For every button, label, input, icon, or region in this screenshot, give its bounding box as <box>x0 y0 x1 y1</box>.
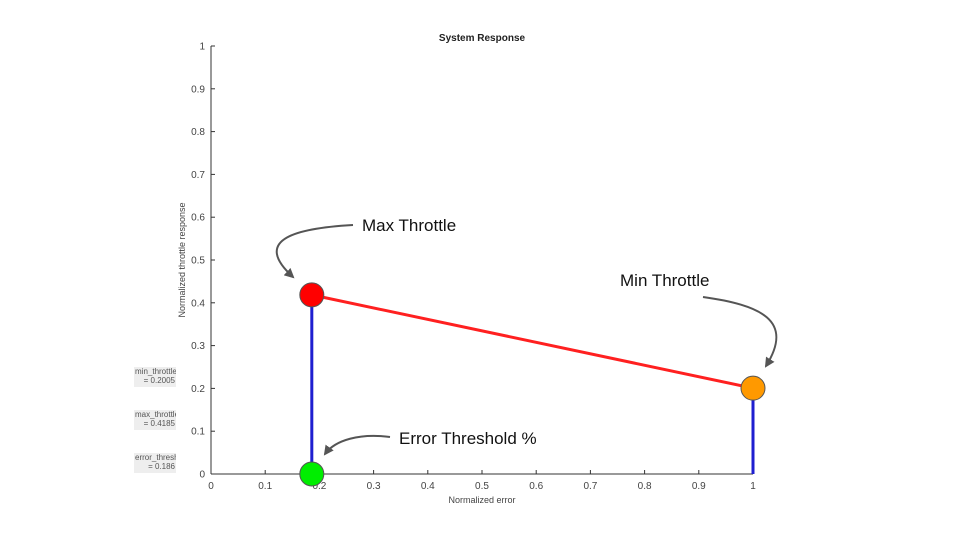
x-tick-label: 1 <box>750 481 756 492</box>
x-tick-label: 0.2 <box>312 481 326 492</box>
annotations: Max Throttle Min Throttle Error Threshol… <box>275 216 778 456</box>
y-tick-label: 1 <box>199 42 205 53</box>
x-tick-label: 0.1 <box>258 481 272 492</box>
error-threshold-param: error_threshold = 0.186 <box>134 453 176 473</box>
x-tick-label: 0.8 <box>638 481 652 492</box>
x-tick-label: 0.6 <box>529 481 543 492</box>
error-threshold-arrow <box>323 434 391 456</box>
param-name: min_throttle <box>135 367 176 376</box>
y-axis-title: Normalized throttle response <box>177 202 187 317</box>
y-tick-label: 0.9 <box>191 84 205 95</box>
param-name: max_throttle <box>135 410 176 419</box>
min-throttle-arrow <box>702 296 778 368</box>
min-throttle-param: min_throttle = 0.2005 <box>134 367 176 387</box>
x-tick-label: 0.7 <box>583 481 597 492</box>
x-tick-label: 0.3 <box>367 481 381 492</box>
series-line-0 <box>311 293 754 390</box>
param-value: = 0.4185 <box>143 419 175 428</box>
max-throttle-marker <box>299 282 325 308</box>
x-tick-label: 0.4 <box>421 481 435 492</box>
max-throttle-param: max_throttle = 0.4185 <box>134 410 176 430</box>
max-throttle-arrow <box>275 224 354 279</box>
param-name: error_threshold <box>135 453 176 462</box>
y-tick-label: 0.7 <box>191 170 205 181</box>
chart-title: System Response <box>439 33 526 44</box>
x-tick-label: 0.9 <box>692 481 706 492</box>
marker-layer <box>299 282 766 487</box>
y-tick-label: 0.8 <box>191 127 205 138</box>
x-ticks: 0 0.1 0.2 0.3 0.4 0.5 0.6 0.7 0.8 0.9 1 <box>208 470 756 492</box>
param-value: = 0.186 <box>148 462 175 471</box>
min-throttle-marker <box>740 375 766 401</box>
error-threshold-annotation: Error Threshold % <box>399 429 537 448</box>
y-ticks: 0 0.1 0.2 0.3 0.4 0.5 0.6 0.7 0.8 0.9 1 <box>191 42 215 481</box>
y-tick-label: 0.1 <box>191 427 205 438</box>
y-tick-label: 0.5 <box>191 256 205 267</box>
y-tick-label: 0.2 <box>191 384 205 395</box>
x-tick-label: 0 <box>208 481 214 492</box>
y-tick-label: 0.6 <box>191 213 205 224</box>
series-layer <box>310 293 755 474</box>
min-throttle-annotation: Min Throttle <box>620 271 709 290</box>
x-axis-title: Normalized error <box>448 495 515 505</box>
y-tick-label: 0.3 <box>191 341 205 352</box>
max-throttle-annotation: Max Throttle <box>362 216 456 235</box>
param-value: = 0.2005 <box>143 376 175 385</box>
axes <box>210 46 753 475</box>
y-tick-label: 0.4 <box>191 298 205 309</box>
error-threshold-marker <box>299 461 325 487</box>
y-tick-label: 0 <box>199 470 205 481</box>
x-tick-label: 0.5 <box>475 481 489 492</box>
